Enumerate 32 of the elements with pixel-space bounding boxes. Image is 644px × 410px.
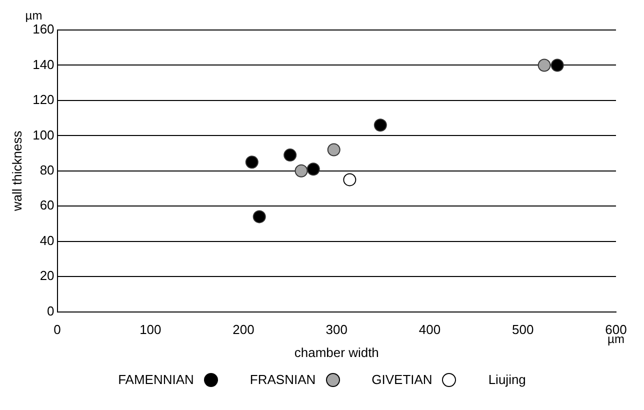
point [284,148,297,162]
point [327,143,340,156]
point [550,58,564,72]
point [343,173,356,186]
y-tick-label: 20 [40,268,54,284]
y-tick-label: 140 [32,56,54,72]
point [252,210,266,224]
text: µm [25,8,42,22]
y-tick-label: 60 [40,198,54,213]
x-tick-label: 500 [512,322,534,338]
y-tick-label: 80 [40,162,54,178]
x-tick-label: 300 [326,322,348,338]
text: Liujing [488,372,526,387]
point [245,156,258,169]
point [306,162,320,176]
y-tick-label: 120 [32,92,54,108]
x-tick-label: 600 [605,322,627,338]
point [374,118,387,132]
point [294,164,308,178]
y-axis-title: wall thickness [9,130,24,212]
legend-label: FRASNIAN [250,372,317,387]
y-tick-label: 100 [32,127,54,142]
x-tick-label: 200 [232,322,254,338]
x-tick-label: 400 [418,322,441,338]
legend-label: FAMENNIAN [118,372,195,387]
point [538,58,551,72]
legend-label: GIVETIAN [372,372,434,387]
y-tick-label: 0 [47,303,54,318]
x-axis-title: chamber width [294,344,379,360]
x-tick-label: 100 [140,322,162,338]
y-tick-label: 40 [40,232,54,248]
y-tick-label: 160 [32,22,54,37]
